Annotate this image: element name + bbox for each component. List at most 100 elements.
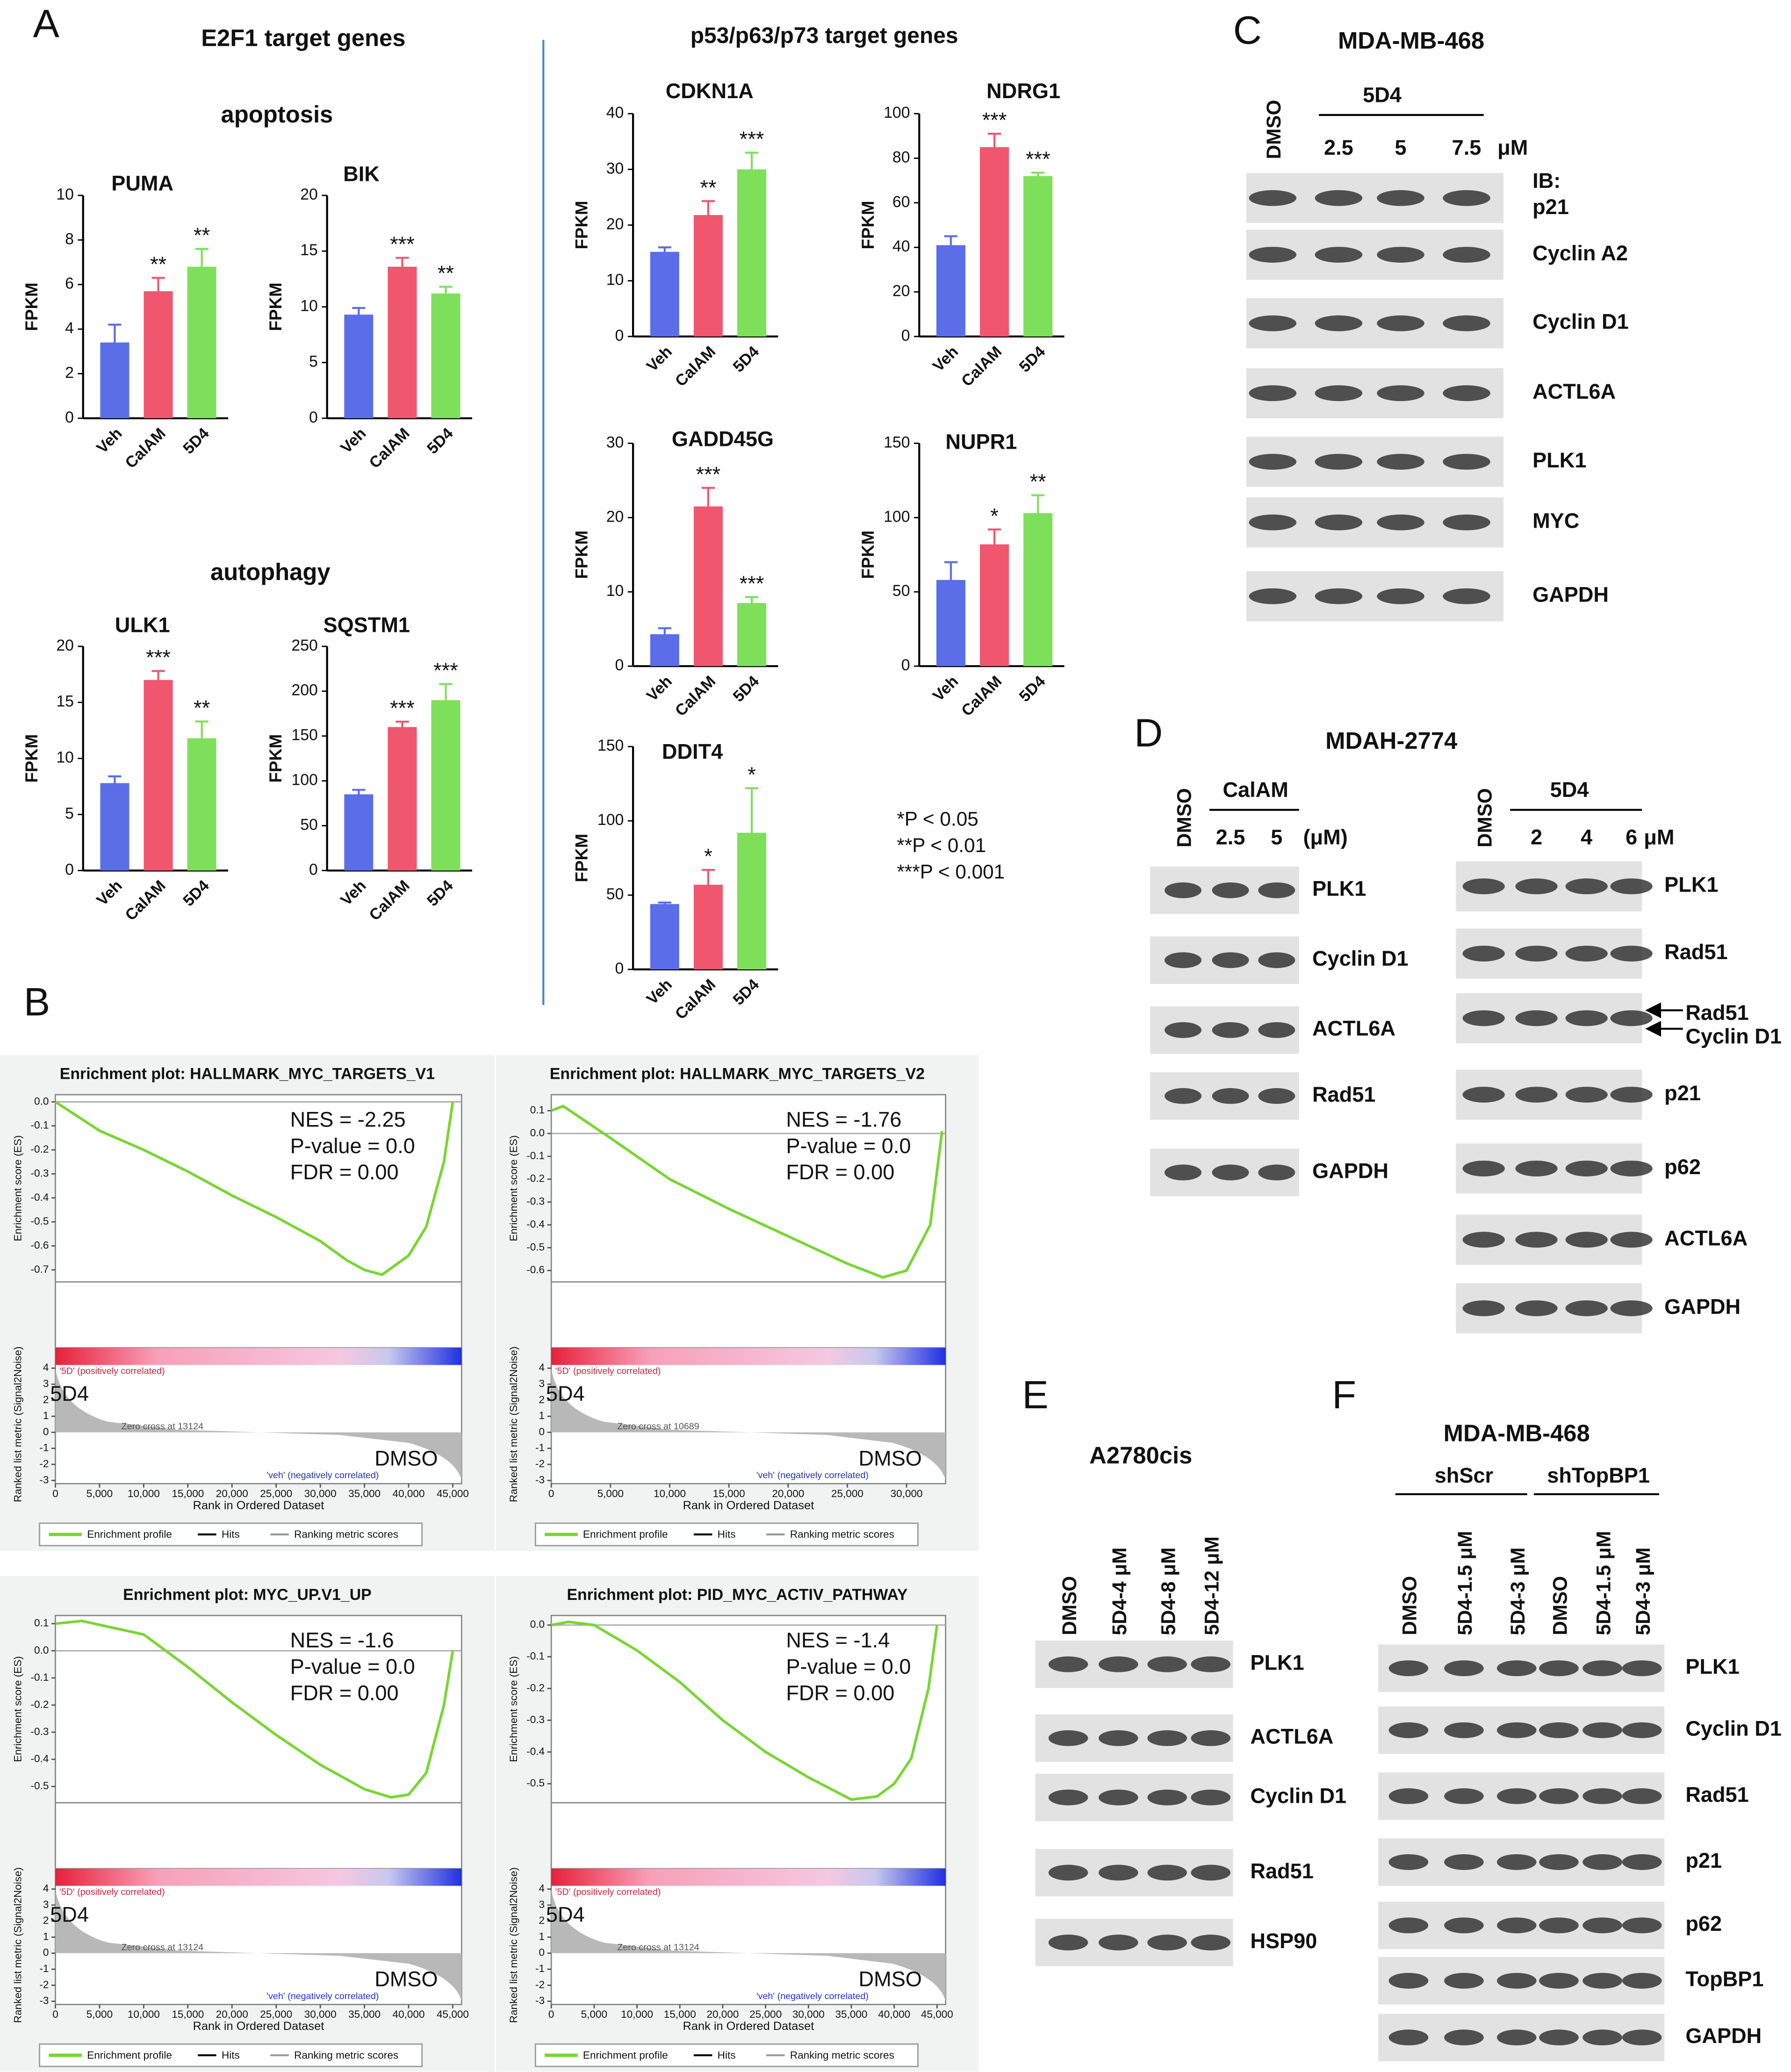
band [1565,1232,1608,1248]
y-tick-label: 0 [309,409,318,426]
y-tick-label: 3 [539,1899,545,1910]
y-tick-label: 0 [615,656,624,674]
y-axis-label: Enrichment score (ES) [12,1135,23,1241]
row-label: GAPDH [1532,583,1609,607]
unit: μM [1497,136,1528,159]
band [1258,1164,1295,1181]
es-curve [551,1620,939,1801]
panel-label: E [1022,1372,1048,1417]
x-tick-label: 20,000 [772,1488,804,1499]
row-label: Cyclin D1 [1312,946,1409,970]
bar [388,727,417,871]
positive-label: '5D' (positively correlated) [555,1366,661,1377]
band [1515,1300,1558,1316]
y-tick-label: -1 [39,1442,49,1454]
es-curve [55,1620,454,1799]
y-axis-label: FPKM [572,531,591,579]
plot-frame [55,1614,462,2005]
band [1539,2029,1579,2046]
p-legend: *P < 0.05 [897,808,978,830]
y-axis-label: Ranked list metric (Signal2Noise) [12,1867,23,2023]
band [1582,1854,1622,1870]
band [1443,315,1490,331]
y-tick-label: 100 [884,104,910,122]
es-curve [551,1104,943,1279]
band [1515,946,1558,962]
row-label: Cyclin A2 [1532,241,1628,265]
row-label: Cyclin D1 [1250,1784,1346,1808]
y-tick-label: 10 [300,297,318,315]
band [1496,1917,1537,1934]
y-tick-label: 0 [539,1426,545,1437]
y-tick-label: -0.3 [526,1714,545,1725]
y-tick-label: -3 [39,1474,49,1485]
row-label: p62 [1685,1912,1722,1936]
y-tick-label: 3 [43,1377,49,1389]
lane-label: 5D4-1.5 μM [1592,1531,1614,1635]
x-tick-label: 35,000 [348,1488,381,1499]
group-label: DMSO [859,1967,922,1991]
row-label: GAPDH [1312,1159,1388,1183]
band [1147,1656,1187,1672]
y-tick-label: 2 [43,1914,49,1926]
y-tick-label: 5 [65,804,74,822]
y-tick-label: 6 [65,275,74,293]
panel-label: B [24,980,50,1024]
stat-annotation: NES = -1.6 [290,1628,394,1652]
chart-title: ULK1 [115,613,170,637]
bar [980,147,1009,337]
band [1212,1022,1249,1038]
band [1098,1864,1138,1881]
chart-title: PUMA [111,171,173,195]
band [1443,514,1490,531]
x-tick-label: 5D4 [1016,343,1049,376]
treatment-label: 5D4 [1363,83,1402,107]
y-tick-label: 10 [56,749,74,767]
blot-title: A2780cis [1089,1442,1192,1469]
treatment-label: 5D4 [1550,778,1589,802]
y-tick-label: 2 [539,1394,545,1405]
band [1444,1660,1484,1677]
band [1539,1917,1579,1934]
y-tick-label: -1 [39,1963,49,1974]
x-tick-label: 25,000 [831,1488,863,1499]
lane-label: DMSO [1399,1576,1421,1635]
band [1315,190,1363,206]
x-tick-label: 0 [52,2008,58,2020]
lane-label: DMSO [1263,100,1285,159]
gsea-panel: Enrichment plot: HALLMARK_MYC_TARGETS_V1… [0,1055,495,1551]
y-tick-label: 0 [65,409,74,426]
band [1048,1789,1088,1806]
band [1582,1660,1622,1677]
y-tick-label: -3 [535,1474,545,1485]
significance: *** [696,462,721,486]
x-axis-label: Rank in Ordered Dataset [193,1499,324,1512]
row-label: ACTL6A [1532,380,1616,403]
band [1388,1854,1429,1870]
bar [650,904,679,970]
x-tick-label: 40,000 [878,2008,910,2020]
x-tick-label: 20,000 [216,1488,248,1499]
bar [693,215,723,337]
lane-label: 5D4-8 μM [1157,1548,1179,1635]
x-tick-label: 5D4 [729,975,762,1009]
bar [693,506,723,667]
x-tick-label: 45,000 [921,2008,953,2020]
band [1622,1722,1662,1738]
band [1191,1656,1231,1672]
band [1147,1935,1187,1950]
y-tick-label: 2 [43,1394,49,1405]
band [1496,1788,1537,1804]
gsea-panel: Enrichment plot: PID_MYC_ACTIV_PATHWAY 0.… [496,1576,979,2072]
x-tick-label: 35,000 [835,2008,868,2020]
treatment-label: shScr [1435,1463,1493,1487]
lane-label: 6 [1626,825,1637,849]
lane-label: 5D4-1.5 μM [1454,1531,1476,1635]
y-tick-label: -0.2 [526,1682,545,1693]
y-tick-label: -0.2 [526,1173,545,1184]
y-axis-label: FPKM [572,201,591,250]
p-legend: **P < 0.01 [897,834,986,856]
chart-title: GADD45G [672,427,774,451]
lane-label: 2.5 [1216,825,1245,849]
legend-box [534,1522,919,1547]
